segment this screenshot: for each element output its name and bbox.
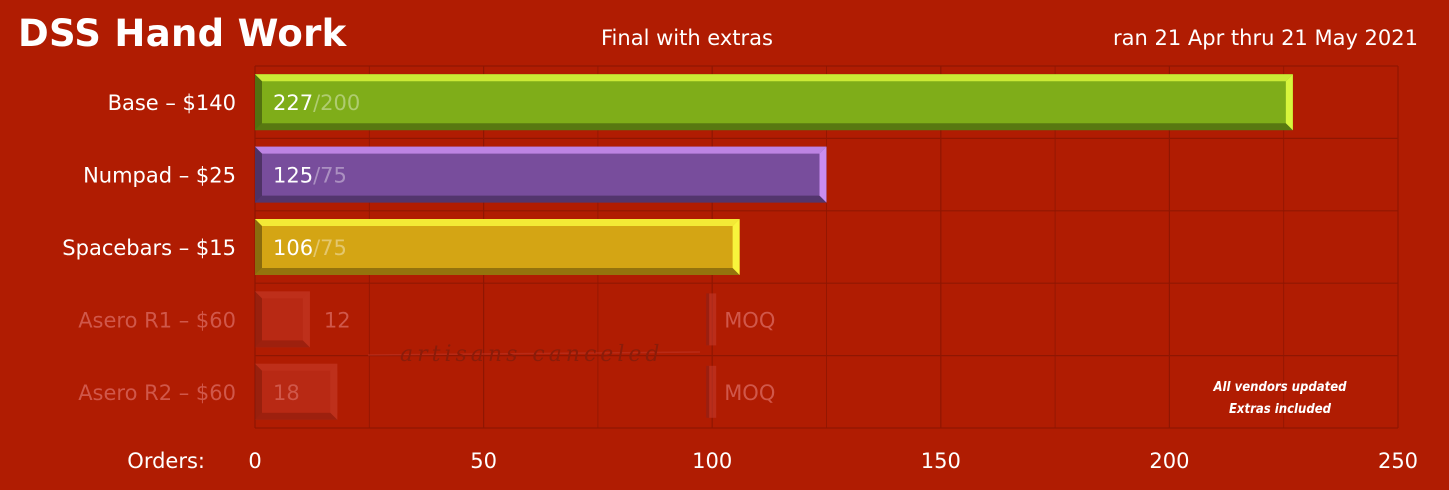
- bar-value-label: 12: [324, 308, 351, 332]
- bar-bevel-left: [255, 219, 262, 275]
- x-tick-label: 0: [248, 449, 261, 473]
- bar-bevel-right: [330, 363, 338, 420]
- bar-value-label: 227/200: [273, 91, 360, 115]
- x-tick-label: 100: [692, 449, 732, 473]
- moq-marker: [706, 293, 717, 346]
- x-tick-label: 50: [470, 449, 497, 473]
- bar: [255, 291, 310, 348]
- bar-face: [255, 219, 740, 275]
- bar-bevel-bottom: [255, 412, 338, 420]
- bar-bevel-left: [255, 146, 262, 203]
- bar-bevel-bottom: [255, 268, 740, 275]
- x-tick-label: 150: [921, 449, 961, 473]
- bar-bevel-top: [255, 74, 1293, 82]
- x-tick-label: 250: [1378, 449, 1418, 473]
- bar: [255, 146, 827, 203]
- moq-label: MOQ: [724, 381, 775, 405]
- moq-marker-shade: [706, 365, 710, 418]
- moq-label: MOQ: [724, 308, 775, 332]
- chart-title: DSS Hand Work: [18, 12, 347, 55]
- bar-bevel-right: [1285, 74, 1293, 131]
- bar: [255, 219, 740, 275]
- bar-bevel-right: [819, 146, 827, 203]
- category-label: Base – $140: [108, 91, 236, 115]
- x-tick-label: 200: [1149, 449, 1189, 473]
- moq-marker-shade: [706, 293, 710, 346]
- bar-bevel-bottom: [255, 195, 827, 203]
- bar: [255, 363, 338, 420]
- bar-bevel-top: [255, 291, 310, 299]
- date-range: ran 21 Apr thru 21 May 2021: [1113, 26, 1418, 50]
- bar-bevel-right: [732, 219, 740, 275]
- bar-bevel-left: [255, 74, 262, 131]
- note-vendors: All vendors updated: [1213, 380, 1347, 395]
- bar-value-label: 18: [273, 381, 300, 405]
- x-axis-label: Orders:: [127, 449, 205, 473]
- moq-marker: [706, 365, 717, 418]
- category-label: Numpad – $25: [83, 164, 236, 188]
- bar-face: [255, 291, 310, 348]
- category-label: Asero R2 – $60: [78, 381, 236, 405]
- category-label: Asero R1 – $60: [78, 308, 236, 332]
- chart-subtitle: Final with extras: [601, 26, 773, 50]
- bar-face: [255, 363, 338, 420]
- canceled-annotation: artisans canceled: [400, 342, 664, 367]
- bar-bevel-bottom: [255, 340, 310, 348]
- bar: [255, 74, 1293, 131]
- bar-bevel-right: [302, 291, 310, 348]
- canceled-strike: [367, 351, 701, 356]
- bar-bevel-top: [255, 219, 740, 226]
- bar-face: [255, 146, 827, 203]
- bar-bevel-left: [255, 363, 262, 420]
- bar-bevel-top: [255, 146, 827, 154]
- bar-value-label: 106/75: [273, 236, 347, 260]
- bar-bevel-left: [255, 291, 262, 348]
- bar-face: [255, 74, 1293, 131]
- category-label: Spacebars – $15: [62, 236, 236, 260]
- bar-value-label: 125/75: [273, 164, 347, 188]
- note-extras: Extras included: [1228, 402, 1332, 417]
- bar-bevel-top: [255, 363, 338, 371]
- bar-bevel-bottom: [255, 123, 1293, 131]
